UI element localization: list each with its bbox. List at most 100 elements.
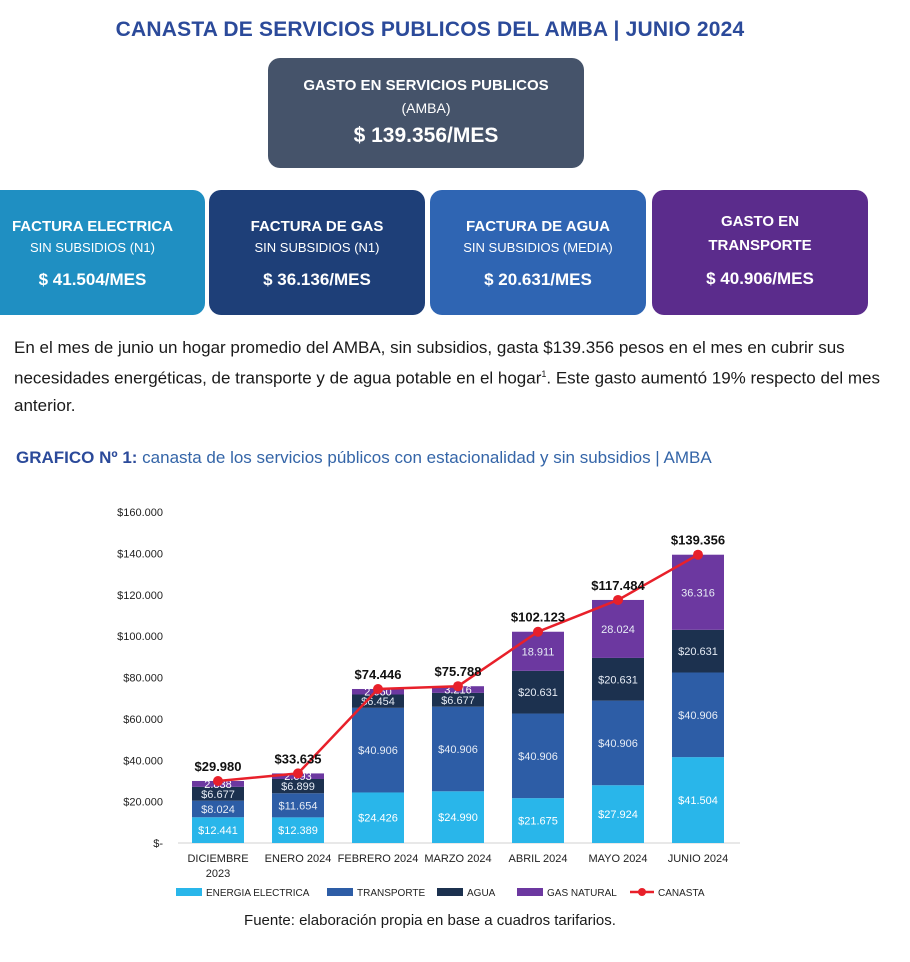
bar-data-label: $12.441 — [198, 825, 238, 837]
bar-segment-gas-natural — [512, 631, 564, 671]
bar-data-label: 28.024 — [601, 624, 635, 636]
x-tick-label: 2023 — [206, 868, 230, 880]
card-factura-agua: FACTURA DE AGUA SIN SUBSIDIOS (MEDIA) $ … — [430, 190, 646, 315]
summary-text-end: . Este gasto aumentó 19% respecto del me… — [14, 368, 880, 415]
bar-segment-transporte — [672, 672, 724, 758]
bar-segment-transporte — [192, 800, 244, 818]
bar-data-label: $24.426 — [358, 813, 398, 825]
canasta-point — [453, 681, 463, 692]
bar-segment-energia-electrica — [272, 817, 324, 843]
card-factura-gas: FACTURA DE GAS SIN SUBSIDIOS (N1) $ 36.1… — [209, 190, 425, 315]
bar-data-label: $12.389 — [278, 825, 318, 837]
card-gasto-transporte: GASTO EN TRANSPORTE $ 40.906/MES — [652, 190, 868, 315]
summary-text: En el mes de junio un hogar promedio del… — [14, 338, 845, 388]
bar-segment-agua — [512, 670, 564, 714]
footnote-marker: 1 — [541, 369, 547, 379]
bar-segment-agua — [192, 786, 244, 801]
bar-segment-transporte — [272, 793, 324, 818]
total-data-label: $74.446 — [355, 667, 402, 682]
canasta-point — [293, 768, 303, 779]
bar-data-label: $6.899 — [281, 781, 315, 793]
bar-segment-agua — [272, 778, 324, 794]
bar-segment-transporte — [352, 707, 404, 793]
canasta-point — [373, 683, 383, 694]
total-spend-value: $ 139.356/MES — [353, 124, 499, 147]
x-tick-label: ENERO 2024 — [265, 853, 332, 865]
y-tick-label: $140.000 — [117, 548, 163, 560]
total-spend-title: GASTO EN SERVICIOS PUBLICOS — [303, 77, 549, 94]
bar-data-label: $11.654 — [279, 800, 318, 812]
bar-segment-gas-natural — [672, 554, 724, 630]
bar-data-label: $20.631 — [518, 687, 558, 699]
legend-label: GAS NATURAL — [547, 888, 617, 899]
legend-swatch — [176, 888, 202, 896]
card-title: FACTURA DE GAS — [250, 218, 384, 235]
bar-segment-agua — [672, 629, 724, 673]
card-subtitle: SIN SUBSIDIOS (N1) — [254, 240, 380, 255]
bar-data-label: $8.024 — [201, 804, 235, 816]
card-title: FACTURA ELECTRICA — [11, 218, 174, 235]
bar-segment-transporte — [512, 713, 564, 799]
card-subtitle: SIN SUBSIDIOS (N1) — [30, 240, 155, 255]
bar-segment-agua — [432, 692, 484, 707]
total-data-label: $139.356 — [671, 533, 725, 548]
card-value: $ 41.504/MES — [38, 270, 147, 289]
bar-segment-energia-electrica — [432, 791, 484, 843]
bar-segment-transporte — [432, 706, 484, 792]
total-spend-box: GASTO EN SERVICIOS PUBLICOS (AMBA) $ 139… — [268, 58, 584, 168]
legend-label: ENERGIA ELECTRICA — [206, 888, 310, 899]
card-value: $ 36.136/MES — [263, 270, 371, 289]
page-title: CANASTA DE SERVICIOS PUBLICOS DEL AMBA |… — [115, 18, 745, 41]
x-tick-label: MAYO 2024 — [588, 853, 647, 865]
total-spend-subtitle: (AMBA) — [401, 100, 451, 116]
card-subtitle: SIN SUBSIDIOS (MEDIA) — [463, 240, 613, 255]
bar-segment-energia-electrica — [672, 757, 724, 843]
total-data-label: $29.980 — [195, 759, 242, 774]
x-tick-label: JUNIO 2024 — [668, 853, 729, 865]
y-tick-label: $20.000 — [123, 797, 163, 809]
bar-data-label: 18.911 — [522, 646, 555, 658]
bar-data-label: $20.631 — [678, 646, 718, 658]
bar-data-label: $6.677 — [201, 789, 235, 801]
bar-data-label: $40.906 — [438, 744, 478, 756]
y-tick-label: $160.000 — [117, 507, 163, 519]
bar-segment-energia-electrica — [192, 817, 244, 843]
total-data-label: $117.484 — [591, 578, 645, 593]
total-data-label: $75.788 — [435, 664, 482, 679]
bar-data-label: $6.677 — [441, 695, 475, 707]
legend-swatch — [327, 888, 353, 896]
canasta-point — [533, 626, 543, 637]
bar-data-label: 36.316 — [681, 587, 715, 599]
legend-label: CANASTA — [658, 888, 705, 899]
bar-data-label: $41.504 — [678, 795, 718, 807]
chart-heading-title-a: canasta de los servicios públicos — [142, 448, 390, 467]
y-tick-label: $40.000 — [123, 755, 163, 767]
bar-segment-agua — [592, 657, 644, 701]
bar-data-label: $40.906 — [678, 710, 718, 722]
chart-heading-title-b: con estacionalidad y sin subsidios | AMB… — [394, 448, 712, 467]
bar-segment-gas-natural — [592, 599, 644, 658]
chart-heading-label: GRAFICO Nº 1: — [16, 448, 138, 467]
x-tick-label: FEBRERO 2024 — [338, 853, 419, 865]
bar-data-label: $27.924 — [598, 809, 638, 821]
card-value: $ 40.906/MES — [706, 269, 814, 288]
canasta-point — [613, 594, 623, 605]
chart-heading: GRAFICO Nº 1: canasta de los servicios p… — [16, 448, 712, 468]
bar-segment-energia-electrica — [592, 785, 644, 843]
legend-swatch-marker — [638, 888, 646, 896]
bar-data-label: $21.675 — [518, 816, 558, 828]
y-tick-label: $- — [153, 838, 163, 850]
legend-label: AGUA — [467, 888, 496, 899]
legend-label: TRANSPORTE — [357, 888, 425, 899]
summary-paragraph: En el mes de junio un hogar promedio del… — [14, 334, 894, 419]
bar-data-label: $40.906 — [518, 751, 558, 763]
canasta-point — [213, 775, 223, 786]
y-tick-label: $100.000 — [117, 631, 163, 643]
card-factura-electrica: FACTURA ELECTRICA SIN SUBSIDIOS (N1) $ 4… — [0, 190, 205, 315]
y-tick-label: $80.000 — [123, 673, 163, 685]
bar-segment-energia-electrica — [512, 798, 564, 843]
bar-data-label: $40.906 — [598, 738, 638, 750]
y-tick-label: $60.000 — [123, 714, 163, 726]
card-title: FACTURA DE AGUA — [466, 218, 610, 235]
